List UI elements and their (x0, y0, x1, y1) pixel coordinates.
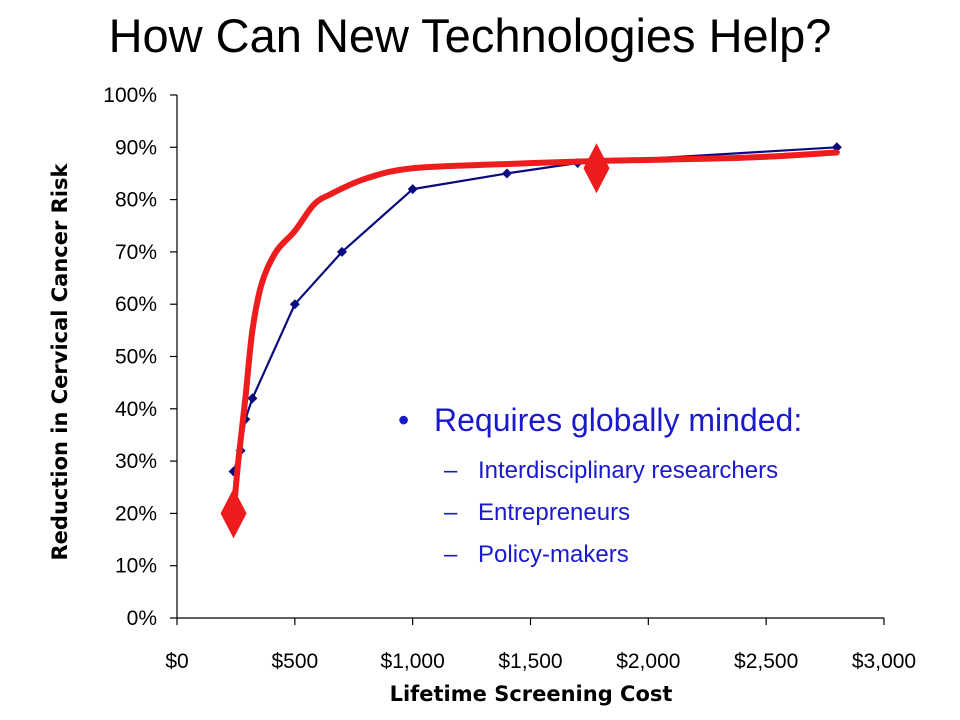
x-tick-labels: $0 $500 $1,000 $1,500 $2,000 $2,500 $3,000 (165, 650, 916, 673)
sub-bullet-text: Policy-makers (478, 541, 629, 568)
sub-bullet-item: – Interdisciplinary researchers (444, 450, 918, 492)
sub-bullet-text: Entrepreneurs (478, 499, 631, 526)
x-tick-label: $3,000 (852, 650, 916, 673)
y-tick-label: 100% (103, 84, 157, 107)
bullet-dot-icon: • (398, 402, 410, 438)
y-tick-label: 0% (127, 607, 157, 630)
data-point-marker (247, 393, 258, 404)
sub-bullet-item: – Policy-makers (444, 534, 918, 576)
y-tick-label: 40% (115, 398, 157, 421)
y-tick-label: 90% (115, 136, 157, 159)
x-tick-label: $2,000 (616, 650, 680, 673)
annotation-layer (220, 143, 610, 539)
main-bullet-text: Requires globally minded: (434, 402, 803, 438)
main-bullet: • Requires globally minded: (398, 400, 918, 440)
x-tick-label: $2,500 (734, 650, 798, 673)
data-point-marker (407, 184, 418, 195)
sub-bullet-text: Interdisciplinary researchers (478, 457, 779, 484)
bullet-list: • Requires globally minded: – Interdiscipl… (398, 400, 918, 576)
y-tick-label: 50% (115, 346, 157, 369)
sub-bullet-list: – Interdisciplinary researchers – Entrepre… (398, 450, 918, 576)
x-axis-title: Lifetime Screening Cost (390, 682, 673, 706)
diamond-annotation-icon (220, 488, 247, 539)
x-tick-label: $500 (271, 650, 318, 673)
y-tick-label: 10% (115, 555, 157, 578)
y-tick-label: 30% (115, 450, 157, 473)
slide-title: How Can New Technologies Help? (108, 9, 832, 62)
data-point-marker (336, 246, 347, 257)
data-point-marker (289, 299, 300, 310)
diamond-annotation-icon (583, 143, 610, 194)
data-point-marker (501, 168, 512, 179)
chart-axes (170, 94, 885, 625)
y-tick-labels: 0% 10% 20% 30% 40% 50% 60% 70% 80% 90% 100% (103, 84, 157, 630)
y-axis-title: Reduction in Cervical Cancer Risk (48, 162, 72, 560)
x-tick-label: $1,500 (498, 650, 562, 673)
y-tick-label: 60% (115, 293, 157, 316)
sub-bullet-item: – Entrepreneurs (444, 492, 918, 534)
dash-icon: – (444, 499, 458, 526)
dash-icon: – (444, 541, 458, 568)
y-tick-label: 80% (115, 189, 157, 212)
y-tick-label: 20% (115, 502, 157, 525)
x-tick-label: $1,000 (381, 650, 445, 673)
dash-icon: – (444, 457, 458, 484)
x-tick-label: $0 (165, 650, 188, 673)
y-tick-label: 70% (115, 241, 157, 264)
